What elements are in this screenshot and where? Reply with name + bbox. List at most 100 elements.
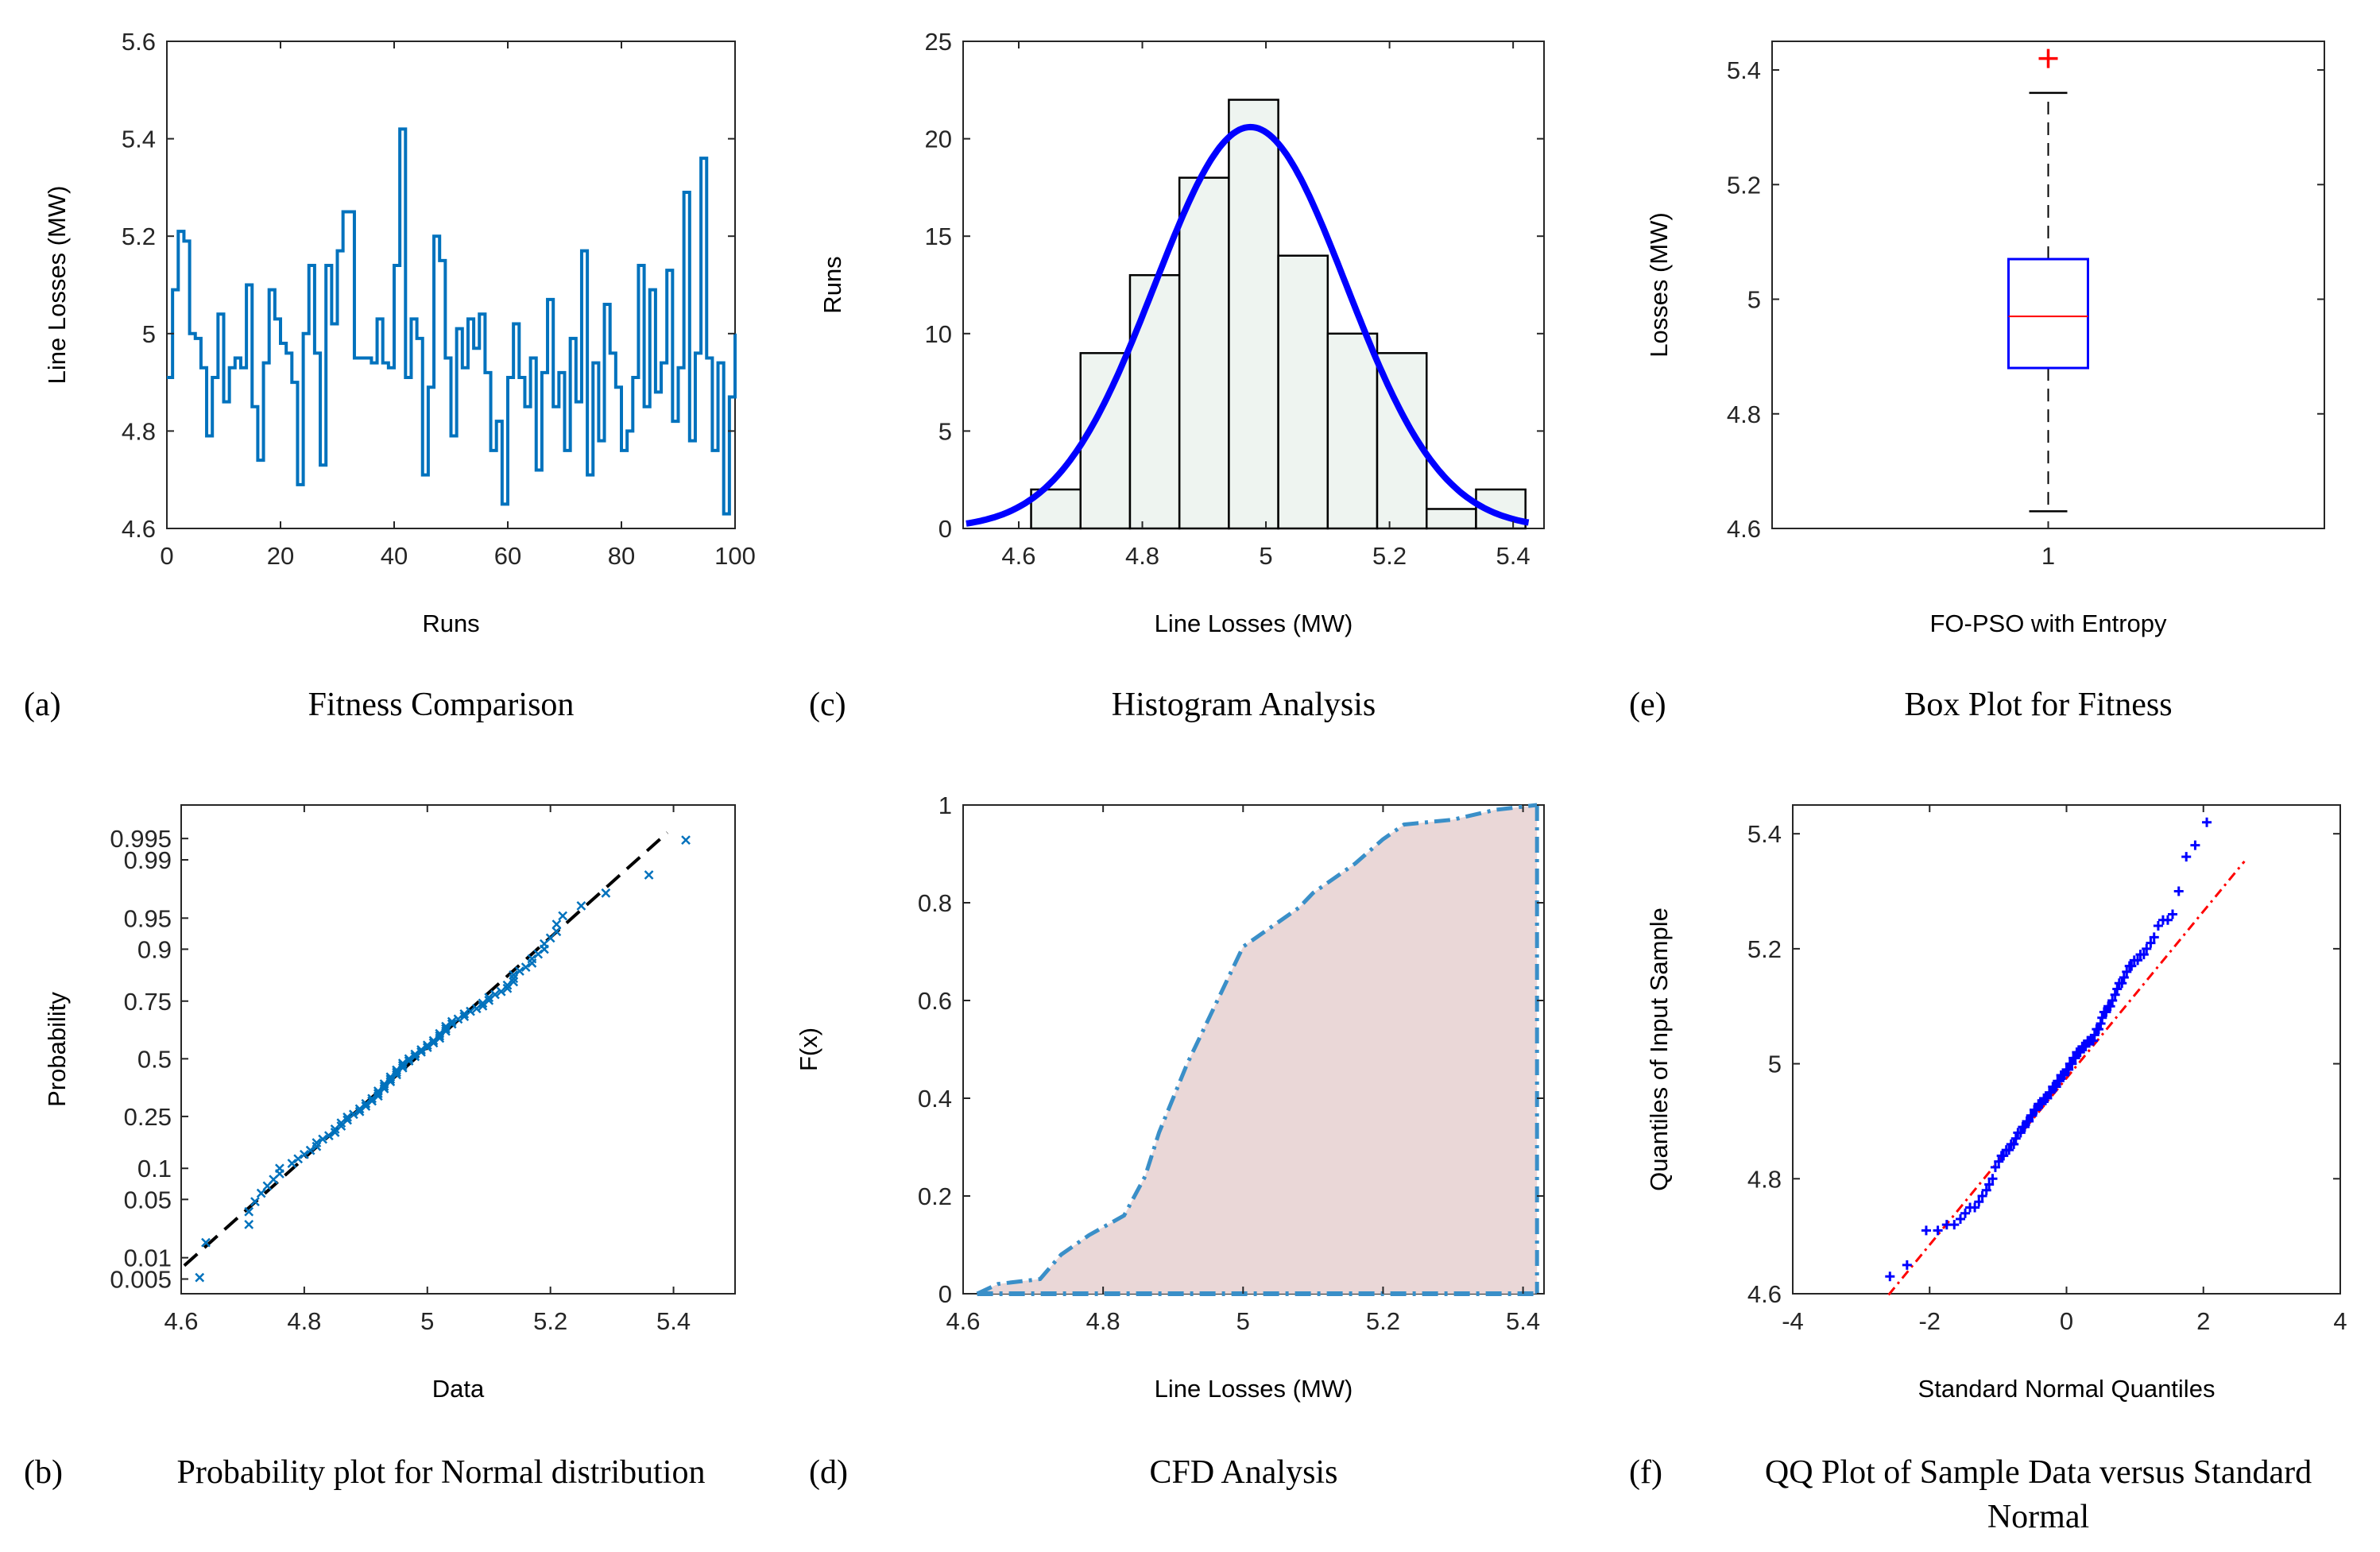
panel-f-ytick-label: 5 <box>1768 1051 1782 1078</box>
panel-a-ytick-label: 4.8 <box>122 417 156 445</box>
panel-d-cdf-line <box>976 803 1538 1296</box>
panel-f-xtick-label: -2 <box>1918 1307 1941 1335</box>
panel-b-data-point <box>558 911 568 921</box>
panel-b-ytick-label: 0.9 <box>137 935 172 963</box>
panel-b-ytick-label: 0.25 <box>124 1103 172 1131</box>
panel-c-xtick-label: 5.4 <box>1496 542 1531 570</box>
panel-e-ytick-label: 5.4 <box>1727 56 1761 84</box>
panel-f-data-point <box>2146 938 2156 948</box>
panel-b-ytick-label: 0.01 <box>124 1244 172 1272</box>
panel-a-xlabel: Runs <box>422 610 479 637</box>
panel-a-ytick-label: 5 <box>142 320 156 348</box>
panel-b-data-point <box>466 1006 475 1016</box>
panel-b-ytick-label: 0.005 <box>110 1265 172 1293</box>
panel-f-ytick-label: 5.2 <box>1747 935 1782 963</box>
panel-f-data-point <box>2122 966 2132 977</box>
panel-b-data-point <box>300 1149 309 1159</box>
panel-f-data-point <box>2067 1059 2077 1069</box>
panel-a-panel-label: (a) <box>24 687 61 723</box>
panel-a-axes-frame <box>166 41 736 529</box>
panel-f-data-point <box>2142 943 2152 954</box>
panel-b-data-point <box>422 1040 432 1051</box>
panel-c-ytick-label: 20 <box>925 126 952 153</box>
panel-d-ytick-label: 0.8 <box>918 889 952 917</box>
panel-a-xtick-label: 0 <box>160 542 173 570</box>
panel-e-xlabel: FO-PSO with Entropy <box>1929 610 2167 637</box>
panel-b-ylabel: Probability <box>43 992 71 1107</box>
panel-c-xtick-label: 4.6 <box>1001 542 1035 570</box>
panel-e-ytick-label: 4.6 <box>1727 515 1761 543</box>
panel-f-xtick-label: 4 <box>2333 1307 2347 1335</box>
panel-e-ytick-label: 5 <box>1747 286 1761 314</box>
panel-b-data-point <box>509 977 519 987</box>
panel-f-data-point <box>2167 909 2177 919</box>
panel-a: 0 20 40 60 80 100 4.6 4.8 5 5.2 5.4 5.6 Runs Line Los… <box>24 28 756 723</box>
panel-f-axes-frame <box>1792 804 2341 1295</box>
panel-d-ytick-label: 0.6 <box>918 987 952 1015</box>
panel-f-data-point <box>1990 1162 2000 1172</box>
panel-d-cdf-area <box>977 805 1538 1294</box>
panel-f-data-point <box>2093 1024 2103 1035</box>
panel-d: 4.6 4.8 5 5.2 5.4 0 0.2 0.4 0.6 0.8 1 Line Losses (… <box>795 791 1545 1491</box>
panel-f-data-point <box>2149 932 2159 942</box>
panel-f-data-point <box>2119 973 2129 983</box>
panel-f-data-point <box>2096 1018 2106 1028</box>
panel-f-data-point <box>2088 1035 2099 1046</box>
panel-f-data-point <box>2064 1064 2074 1074</box>
panel-b-xtick-label: 5 <box>420 1307 434 1335</box>
panel-b-caption: Probability plot for Normal distribution <box>177 1454 706 1491</box>
panel-a-xtick-label: 20 <box>267 542 294 570</box>
panel-c: 4.6 4.8 5 5.2 5.4 0 5 10 15 20 25 Line Losses (MW) R… <box>809 28 1545 723</box>
panel-a-caption: Fitness Comparison <box>308 687 575 723</box>
panel-f-data-point <box>2027 1110 2038 1120</box>
panel-b-data-point <box>201 1237 211 1248</box>
panel-f-data-point <box>2019 1122 2030 1132</box>
panel-f-data-point <box>1987 1174 1998 1184</box>
panel-c-histogram-bar <box>1079 352 1132 530</box>
panel-b-data-point <box>244 1219 254 1229</box>
panel-f-data-point <box>2089 1030 2099 1040</box>
panel-f-data-point <box>2080 1041 2091 1051</box>
panel-c-histogram-bar <box>1178 176 1230 530</box>
panel-b-data-point <box>459 1009 470 1019</box>
panel-b-ytick-label: 0.75 <box>124 988 172 1016</box>
panel-b-data-point <box>644 870 654 880</box>
panel-b-data-point <box>244 1206 254 1217</box>
panel-d-xtick-label: 4.6 <box>946 1307 980 1335</box>
panel-e-caption: Box Plot for Fitness <box>1904 687 2172 723</box>
panel-f-data-point <box>2045 1087 2056 1097</box>
panel-d-ylabel: F(x) <box>795 1028 822 1071</box>
panel-a-ytick-label: 5.2 <box>122 223 156 250</box>
panel-c-ytick-label: 5 <box>938 417 952 445</box>
panel-e-panel-label: (e) <box>1629 687 1666 723</box>
panel-c-xlabel: Line Losses (MW) <box>1155 610 1353 637</box>
panel-b-data-point <box>521 962 531 972</box>
panel-e: 1 4.6 4.8 5 5.2 5.4 FO-PSO with Entropy Losses … <box>1629 41 2325 723</box>
panel-b-data-point <box>576 900 586 911</box>
panel-f-data-point <box>2153 920 2163 931</box>
panel-f-data-point <box>2117 978 2127 989</box>
panel-d-ytick-label: 0.4 <box>918 1085 952 1113</box>
panel-b-data-point <box>312 1138 322 1148</box>
panel-d-panel-label: (d) <box>809 1454 848 1491</box>
panel-f-xlabel: Standard Normal Quantiles <box>1918 1375 2216 1403</box>
panel-c-xtick-label: 5 <box>1259 542 1272 570</box>
panel-b-ytick-label: 0.99 <box>124 846 172 874</box>
panel-f-data-point <box>1984 1179 1995 1190</box>
panel-a-xtick-label: 100 <box>714 542 756 570</box>
panel-f-data-point <box>1970 1202 1980 1213</box>
panel-f-data-point <box>2070 1053 2080 1063</box>
panel-f-data-point <box>1956 1213 1966 1224</box>
panel-b-data-point <box>681 835 691 845</box>
panel-f-panel-label: (f) <box>1629 1454 1662 1491</box>
panel-e-xtick-label: 1 <box>2041 542 2055 570</box>
panel-f-data-point <box>1977 1191 1987 1201</box>
panel-c-histogram-bar <box>1425 508 1477 530</box>
panel-f-data-point <box>2004 1145 2014 1155</box>
panel-f-data-point <box>2190 840 2200 850</box>
panel-f: -4 -2 0 2 4 4.6 4.8 5 5.2 5.4 Standard Normal Quan… <box>1629 805 2347 1535</box>
panel-b-xtick-label: 4.8 <box>287 1307 321 1335</box>
panel-b-data-point <box>287 1159 297 1168</box>
panel-c-ytick-label: 15 <box>925 223 952 250</box>
panel-f-data-point <box>1921 1225 1931 1236</box>
